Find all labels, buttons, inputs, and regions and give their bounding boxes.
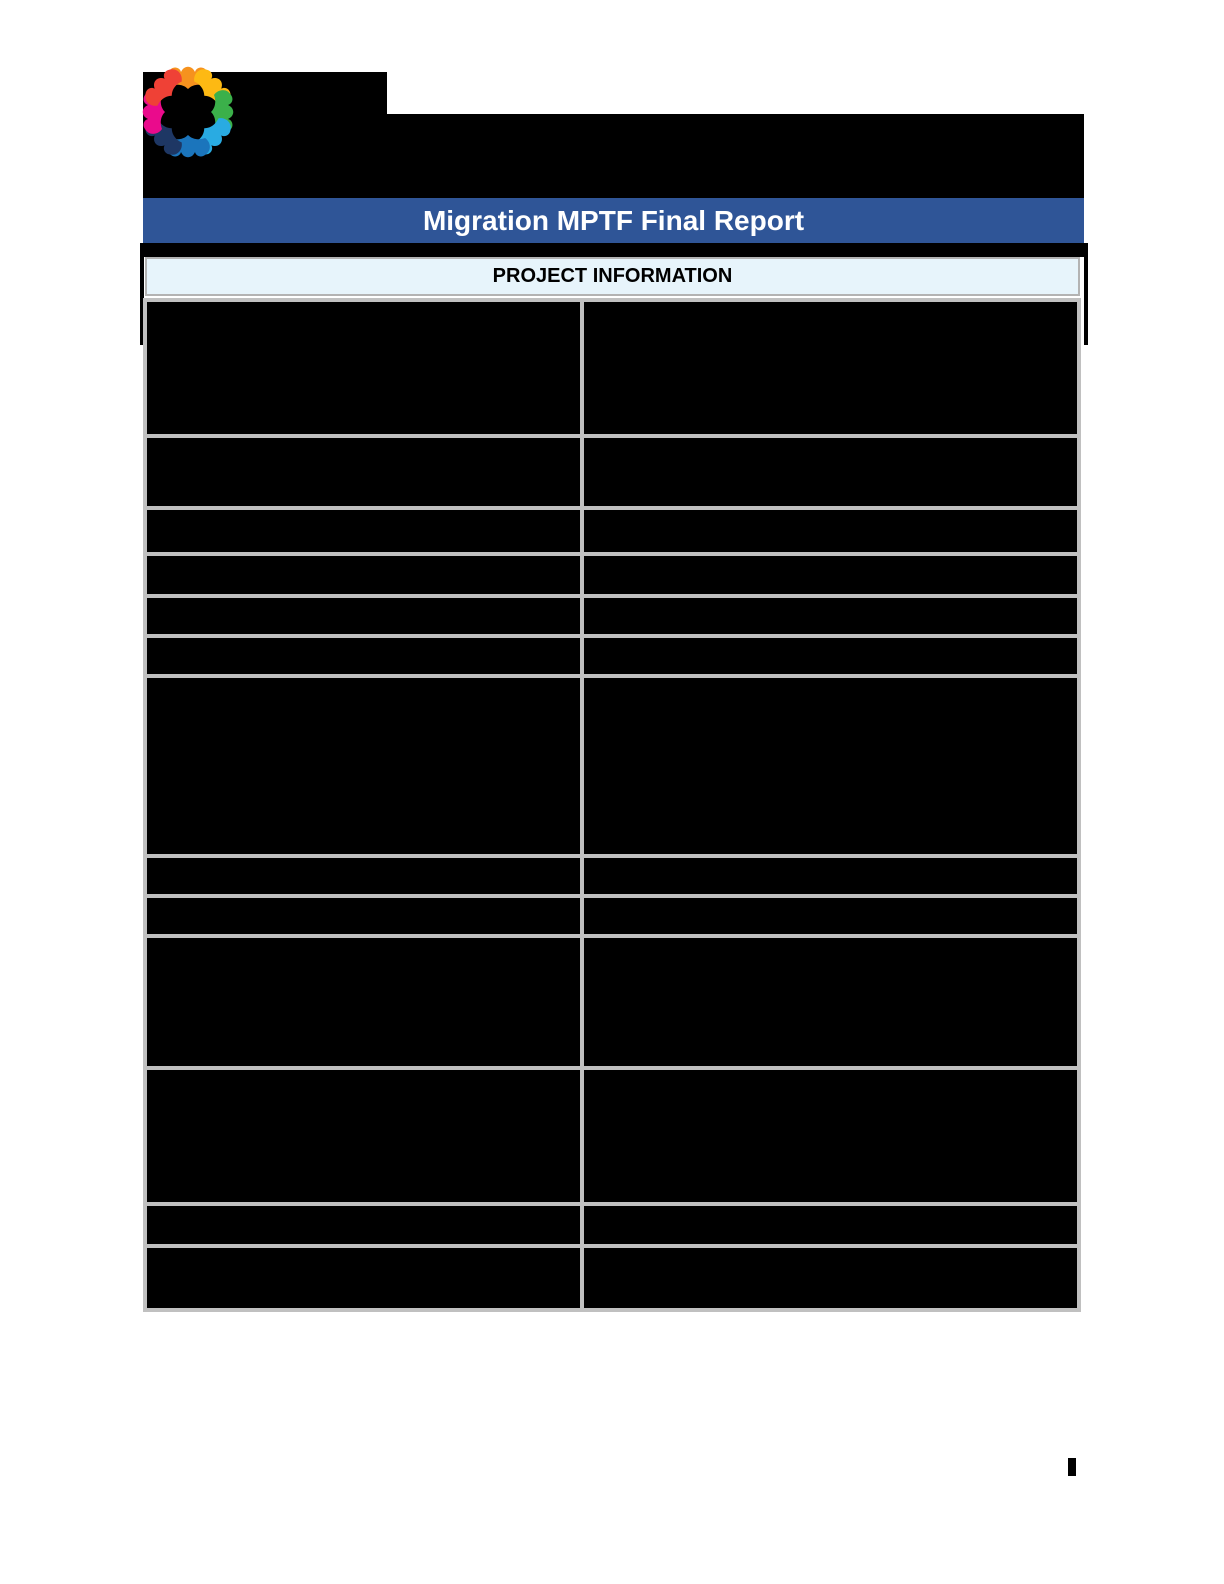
redacted-field-value-cell xyxy=(584,858,1077,894)
redacted-field-label-cell xyxy=(147,898,580,934)
left-black-border-segment xyxy=(140,243,144,345)
table-row xyxy=(147,858,1077,894)
right-black-border-segment xyxy=(1084,243,1088,345)
report-title-bar: Migration MPTF Final Report xyxy=(143,198,1084,243)
redacted-field-value-cell xyxy=(584,438,1077,506)
migration-mptf-logo-icon xyxy=(142,66,234,158)
table-row xyxy=(147,898,1077,934)
redacted-field-label-cell xyxy=(147,438,580,506)
section-header-project-information: PROJECT INFORMATION xyxy=(145,257,1080,296)
redacted-field-value-cell xyxy=(584,678,1077,854)
table-row xyxy=(147,438,1077,506)
section-header-label: PROJECT INFORMATION xyxy=(492,265,733,287)
redacted-field-value-cell xyxy=(584,302,1077,434)
logo-petal xyxy=(145,69,182,106)
redacted-field-label-cell xyxy=(147,1070,580,1202)
redacted-field-label-cell xyxy=(147,638,580,674)
table-row xyxy=(147,556,1077,594)
table-row xyxy=(147,598,1077,634)
redacted-field-value-cell xyxy=(584,638,1077,674)
project-information-table xyxy=(143,298,1081,1312)
redacted-field-label-cell xyxy=(147,556,580,594)
redacted-field-value-cell xyxy=(584,1070,1077,1202)
redacted-strip-below-title xyxy=(143,243,1084,257)
redacted-field-label-cell xyxy=(147,938,580,1066)
redacted-field-label-cell xyxy=(147,678,580,854)
redacted-field-label-cell xyxy=(147,510,580,552)
redacted-field-value-cell xyxy=(584,510,1077,552)
redacted-field-value-cell xyxy=(584,938,1077,1066)
redacted-page-number xyxy=(1068,1458,1076,1476)
table-row xyxy=(147,302,1077,434)
report-title: Migration MPTF Final Report xyxy=(422,204,805,236)
redacted-field-label-cell xyxy=(147,1248,580,1308)
table-row xyxy=(147,1070,1077,1202)
redacted-field-value-cell xyxy=(584,1248,1077,1308)
redacted-field-label-cell xyxy=(147,1206,580,1244)
redacted-field-label-cell xyxy=(147,858,580,894)
table-row xyxy=(147,1248,1077,1308)
redacted-header-banner xyxy=(143,114,1084,198)
redacted-field-label-cell xyxy=(147,598,580,634)
redacted-field-value-cell xyxy=(584,1206,1077,1244)
redacted-field-value-cell xyxy=(584,598,1077,634)
redacted-field-value-cell xyxy=(584,556,1077,594)
table-row xyxy=(147,638,1077,674)
redacted-field-label-cell xyxy=(147,302,580,434)
redacted-field-value-cell xyxy=(584,898,1077,934)
table-row xyxy=(147,1206,1077,1244)
table-row xyxy=(147,678,1077,854)
table-row xyxy=(147,938,1077,1066)
table-row xyxy=(147,510,1077,552)
